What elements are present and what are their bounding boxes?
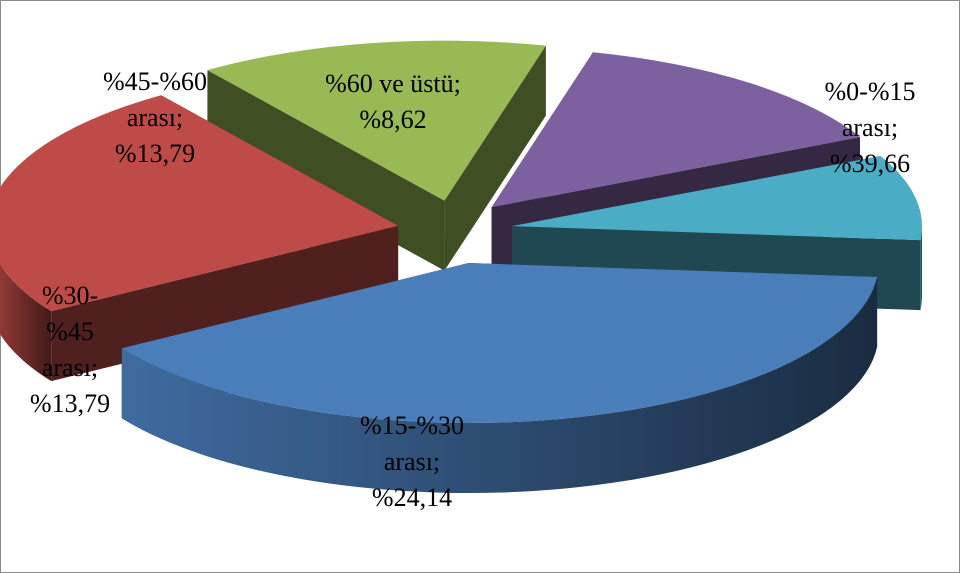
data-label-15-30: %15-%30 arası; %24,14 <box>360 411 464 512</box>
slice-wall-end <box>444 45 546 271</box>
slice-wall-start <box>51 225 399 382</box>
slice-top-60-ve-st <box>512 155 923 241</box>
slice-top-0-15-aras <box>121 263 878 424</box>
data-label-60-plus: %60 ve üstü; %8,62 <box>325 69 461 134</box>
data-label-30-45: %30- %45 arası; %13,79 <box>29 281 111 418</box>
slice-top-45-60-aras <box>491 52 861 208</box>
data-label-0-15: %0-%15 arası; %39,66 <box>824 77 916 178</box>
slice-0-15-aras <box>121 263 878 494</box>
slice-outer-wall <box>121 276 878 494</box>
data-label-45-60: %45-%60 arası; %13,79 <box>103 67 207 168</box>
slice-outer-wall <box>920 226 923 311</box>
slice-15-30-aras <box>0 95 399 382</box>
slice-outer-wall <box>0 264 52 382</box>
slice-top-30-45-aras <box>207 40 546 201</box>
slice-top-15-30-aras <box>0 95 399 312</box>
